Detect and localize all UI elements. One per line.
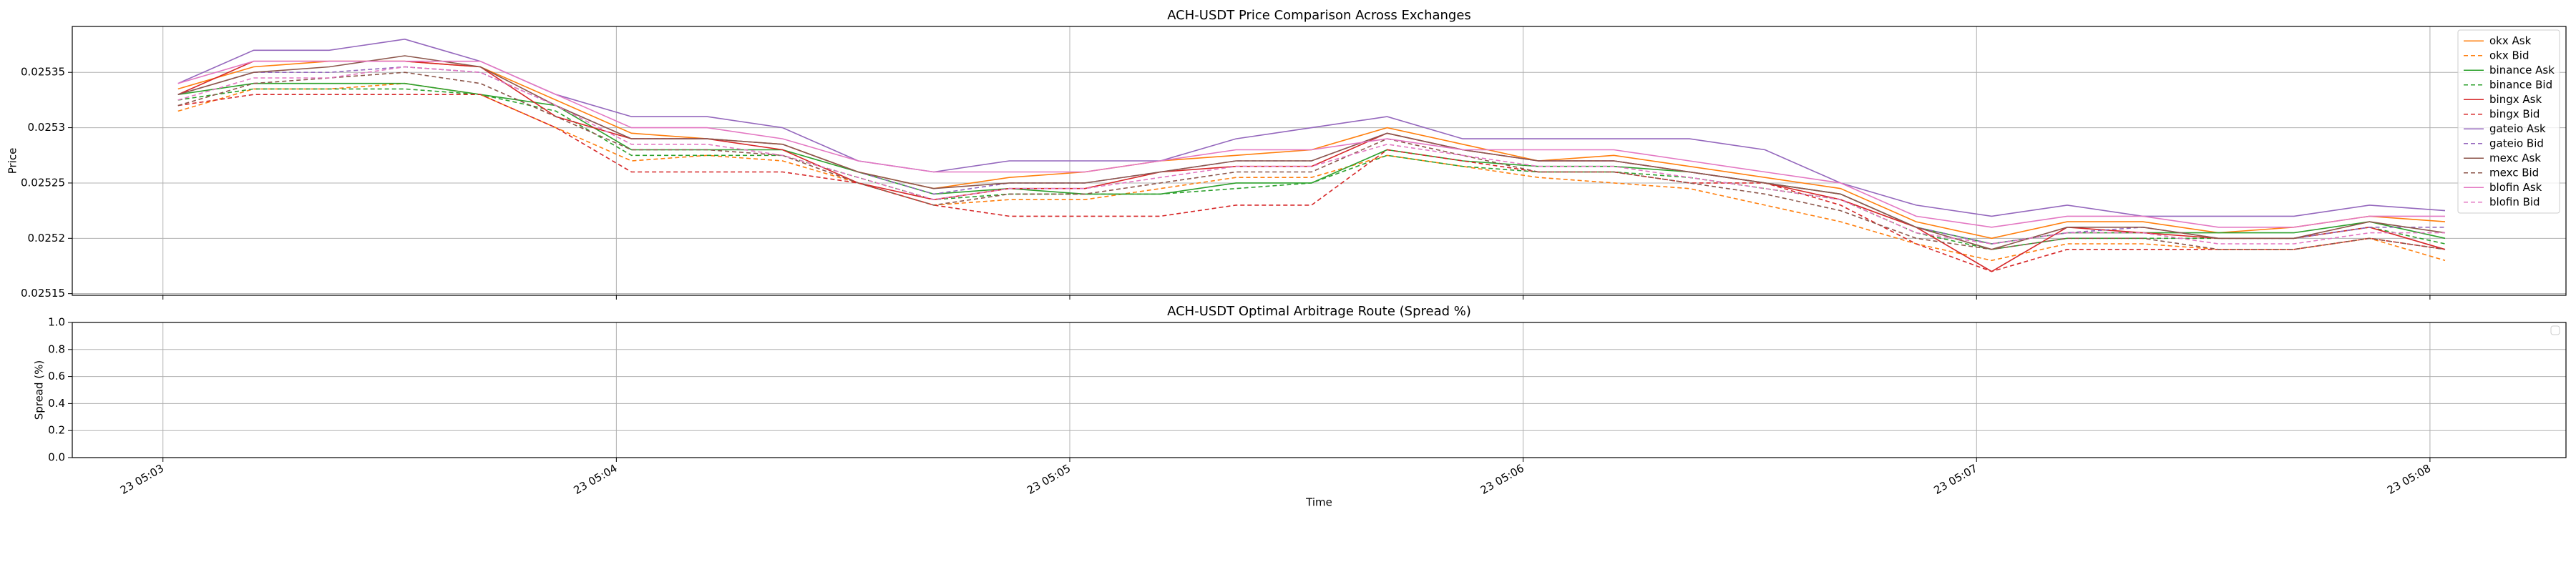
series-line xyxy=(177,94,2446,272)
y-tick-label: 0.8 xyxy=(48,342,65,355)
y-tick-label: 0.0 xyxy=(48,451,65,464)
legend-label: okx Ask xyxy=(2489,34,2532,47)
series-line xyxy=(177,82,2446,262)
series-line xyxy=(177,66,2445,245)
legend-label: gateio Bid xyxy=(2489,137,2544,149)
plot-frame xyxy=(72,322,2567,458)
series-line xyxy=(177,60,2445,228)
y-tick-label: 0.6 xyxy=(48,370,65,383)
y-axis-label: Price xyxy=(6,148,19,174)
legend-label: gateio Ask xyxy=(2489,122,2546,135)
y-tick-label: 0.0252 xyxy=(28,232,66,245)
legend-label: binance Ask xyxy=(2489,64,2555,77)
chart-title: ACH-USDT Price Comparison Across Exchang… xyxy=(1167,8,1471,23)
y-tick-label: 0.4 xyxy=(48,397,65,410)
legend-label: blofin Ask xyxy=(2489,181,2542,194)
legend-label: okx Bid xyxy=(2489,49,2529,61)
legend-box xyxy=(2457,29,2560,214)
series-line xyxy=(177,88,2446,250)
y-tick-label: 0.02515 xyxy=(21,287,65,300)
legend-label: binance Bid xyxy=(2489,78,2552,91)
series-line xyxy=(177,72,2446,250)
x-axis-label: Time xyxy=(1305,496,1332,509)
y-axis-label: Spread (%) xyxy=(33,360,46,420)
legend-label: mexc Bid xyxy=(2489,166,2539,179)
y-tick-label: 0.0253 xyxy=(28,121,66,134)
legend-box xyxy=(2550,325,2560,335)
y-tick-label: 1.0 xyxy=(48,316,65,329)
y-tick-label: 0.02525 xyxy=(21,176,65,189)
y-tick-label: 0.02535 xyxy=(21,66,65,79)
chart-title: ACH-USDT Optimal Arbitrage Route (Spread… xyxy=(1167,304,1471,319)
y-tick-label: 0.2 xyxy=(48,424,65,437)
legend-label: bingx Bid xyxy=(2489,107,2540,120)
plot-frame xyxy=(72,26,2567,296)
legend-label: bingx Ask xyxy=(2489,93,2542,106)
legend-label: mexc Ask xyxy=(2489,152,2541,164)
legend-label: blofin Bid xyxy=(2489,195,2540,208)
